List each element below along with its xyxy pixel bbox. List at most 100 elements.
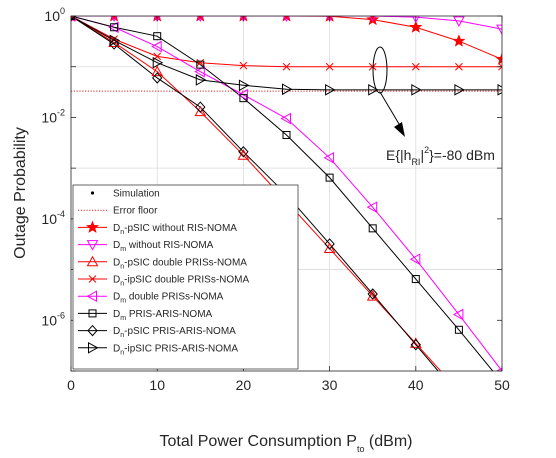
series-5-point-3 <box>196 60 205 69</box>
legend-item-2: Dn-pSIC without RIS-NOMA <box>78 220 237 236</box>
series-0-point-10 <box>495 52 502 65</box>
series-4-point-3 <box>194 65 205 78</box>
legend-marker-4 <box>86 255 99 267</box>
series-7-point-5 <box>282 83 293 96</box>
legend-marker-5 <box>88 275 97 283</box>
series-4-point-7 <box>366 201 378 214</box>
legend-label-5: Dn-ipSIC double PRISs-NOMA <box>113 275 250 288</box>
series-7-point-1 <box>109 34 121 47</box>
legend-label-0: Simulation <box>113 189 160 200</box>
series-7-point-8 <box>411 83 422 96</box>
annotation-sup: 2 <box>424 145 429 155</box>
series-4-point-5 <box>280 112 291 125</box>
series-1-point-4 <box>240 16 247 23</box>
y-tick-label-1: 10-2 <box>41 107 65 125</box>
legend-marker-3 <box>86 240 99 251</box>
series-7-point-2 <box>152 56 164 69</box>
legend-item-7: Dm PRIS-ARIS-NOMA <box>78 309 213 322</box>
legend-label-2: Dn-pSIC without RIS-NOMA <box>113 223 237 236</box>
legend-label-4: Dn-pSIC double PRISs-NOMA <box>113 257 247 270</box>
series-1-point-10 <box>496 24 502 36</box>
annotation-sub: RI <box>411 157 420 167</box>
series-5-point-1 <box>110 23 119 32</box>
series-7-point-0 <box>71 16 78 20</box>
series-2-point-2 <box>151 65 164 77</box>
annotation-suffix: }=-80 dBm <box>429 147 495 163</box>
legend-item-0: Simulation <box>90 189 160 200</box>
legend-item-3: Dm without RIS-NOMA <box>78 240 214 253</box>
legend-items: Simulation Error floor Dn-pSIC without RIS… <box>78 189 250 356</box>
legend-item-8: Dn-pSIC PRIS-ARIS-NOMA <box>78 324 236 339</box>
series-5-point-5 <box>282 131 291 140</box>
series-5-point-2 <box>153 32 162 41</box>
series-3-point-8 <box>411 62 420 71</box>
y-tick-label-3: 10-6 <box>41 310 65 328</box>
legend-label-8: Dn-pSIC PRIS-ARIS-NOMA <box>113 326 236 339</box>
legend-item-5: Dn-ipSIC double PRISs-NOMA <box>78 275 250 288</box>
series-2-point-3 <box>194 105 207 117</box>
series-6-point-1 <box>108 38 120 50</box>
legend-label-1: Error floor <box>113 206 158 217</box>
legend-item-6: Dm double PRISs-NOMA <box>78 290 224 305</box>
series-7-point-9 <box>454 83 465 96</box>
series-0-line <box>71 16 502 60</box>
series-7-point-3 <box>195 74 207 86</box>
series-1-line <box>71 16 502 30</box>
series-7-point-6 <box>325 83 336 96</box>
plot-frame <box>70 15 503 372</box>
series-7-line <box>71 16 502 91</box>
series-1-point-9 <box>453 16 465 27</box>
series-6-point-8 <box>410 338 421 351</box>
series-4-line <box>71 16 502 371</box>
legend-marker-7 <box>88 309 97 318</box>
legend-item-4: Dn-pSIC double PRISs-NOMA <box>78 255 247 270</box>
series-5-point-9 <box>454 325 463 334</box>
series-1-point-6 <box>326 16 333 23</box>
annotation-prefix: E{|h <box>386 147 411 163</box>
series-6-point-3 <box>195 101 206 113</box>
series-3-point-5 <box>282 62 291 71</box>
series-5-point-7 <box>368 224 377 233</box>
legend-marker-2 <box>86 220 99 233</box>
legend-label-9: Dn-ipSIC PRIS-ARIS-NOMA <box>113 343 238 356</box>
series-markers <box>71 16 502 371</box>
series-6-point-4 <box>238 146 249 158</box>
x-tick-label-2: 20 <box>236 377 252 393</box>
legend-item-9: Dn-ipSIC PRIS-ARIS-NOMA <box>78 341 238 356</box>
x-tick-label-5: 50 <box>494 377 510 393</box>
x-tick-label-4: 40 <box>408 377 424 393</box>
series-7-point-7 <box>368 83 379 96</box>
y-axis-title: Outage Probability <box>12 127 29 259</box>
series-6-point-7 <box>367 288 378 300</box>
x-axis-title-main: Total Power Consumption P <box>160 433 357 450</box>
annotation-arrow-head <box>394 122 405 137</box>
x-tick-label-3: 30 <box>322 377 338 393</box>
series-5-point-6 <box>325 173 334 182</box>
legend-marker-9 <box>88 341 99 354</box>
series-6-point-2 <box>152 72 163 84</box>
legend-label-7: Dm PRIS-ARIS-NOMA <box>113 309 213 322</box>
annotation-arrow-line <box>379 91 403 130</box>
series-4-point-6 <box>323 151 335 164</box>
series-1-point-2 <box>153 16 161 23</box>
x-tick-labels: 0 10 20 30 40 50 <box>67 377 510 393</box>
legend: Simulation Error floor Dn-pSIC without RIS… <box>72 184 299 370</box>
series-0-point-8 <box>409 20 423 33</box>
x-axis-title: Total Power Consumption Pto (dBm) <box>160 433 413 454</box>
series-4-point-8 <box>409 253 421 266</box>
series-3-point-3 <box>196 58 205 67</box>
legend-marker-8 <box>87 324 98 337</box>
series-1-point-5 <box>283 16 290 23</box>
series-3-point-4 <box>239 61 248 70</box>
legend-marker-6 <box>86 290 97 303</box>
series-2-point-6 <box>323 242 336 254</box>
series-4-point-10 <box>495 367 502 371</box>
series-5-line <box>71 16 494 371</box>
annotation-text: E{|hRI|2}=-80 dBm <box>386 145 495 167</box>
series-1-point-7 <box>369 16 377 23</box>
series-4-point-2 <box>151 40 162 53</box>
series-7-point-4 <box>238 79 250 92</box>
series-5-point-8 <box>411 275 420 284</box>
series-1-point-8 <box>411 16 420 24</box>
